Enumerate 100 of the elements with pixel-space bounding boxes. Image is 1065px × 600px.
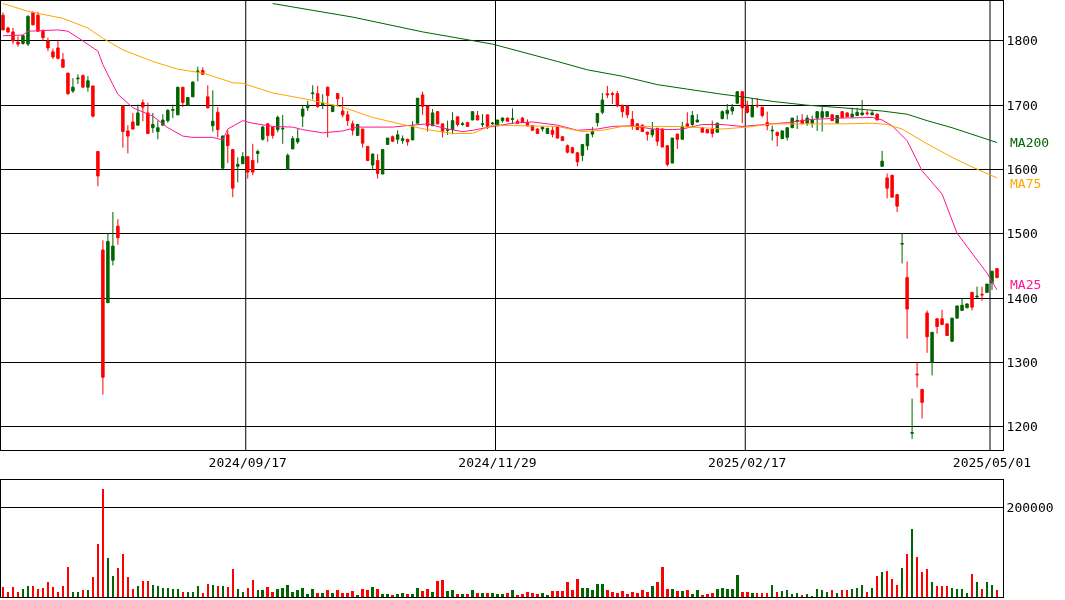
line-series xyxy=(2,29,998,291)
bar xyxy=(706,594,709,597)
candlestick xyxy=(500,116,505,124)
bar xyxy=(951,588,953,597)
bar xyxy=(521,594,524,597)
bar xyxy=(721,588,724,597)
bar xyxy=(526,592,529,597)
bar xyxy=(172,589,174,597)
bar xyxy=(311,589,314,597)
bar xyxy=(881,572,883,597)
bar xyxy=(316,593,319,597)
bar xyxy=(376,589,379,597)
candlestick xyxy=(505,116,510,122)
bar xyxy=(986,582,988,597)
bar xyxy=(301,588,304,597)
bar xyxy=(192,592,194,597)
bar xyxy=(696,590,699,597)
bar xyxy=(681,591,684,597)
bar xyxy=(471,590,474,597)
bar xyxy=(386,594,389,597)
bar xyxy=(381,594,384,597)
bar xyxy=(147,581,149,597)
candlestick xyxy=(480,113,485,128)
bar xyxy=(676,591,679,597)
bar xyxy=(306,594,309,597)
candlestick xyxy=(610,91,615,105)
candlestick xyxy=(985,283,989,293)
bar xyxy=(756,593,758,597)
bar xyxy=(746,592,749,597)
bar xyxy=(751,593,754,597)
candlestick xyxy=(625,105,630,119)
candlestick xyxy=(335,92,340,107)
candlestick xyxy=(510,107,515,125)
bar xyxy=(142,581,144,597)
bar xyxy=(107,558,109,597)
candlestick xyxy=(765,111,769,131)
candlestick xyxy=(675,133,680,150)
bar xyxy=(966,593,968,597)
bar xyxy=(37,589,39,597)
candlestick xyxy=(116,218,120,246)
bar xyxy=(411,594,414,597)
bar xyxy=(641,590,644,597)
bar xyxy=(556,591,559,597)
candlestick xyxy=(770,125,774,142)
bar xyxy=(137,586,139,597)
candlestick xyxy=(870,109,874,116)
x-tick-label: 2024/11/29 xyxy=(458,454,537,470)
candlestick xyxy=(221,134,225,169)
bar xyxy=(257,590,259,597)
bar xyxy=(436,581,439,597)
bar xyxy=(611,592,614,597)
y-tick-label: 1200 xyxy=(1006,419,1038,435)
candlestick xyxy=(310,84,315,100)
bar xyxy=(152,585,154,597)
bar xyxy=(82,590,84,597)
bar xyxy=(956,589,958,597)
candlestick xyxy=(455,116,460,127)
bar xyxy=(796,593,798,597)
bar xyxy=(57,592,59,597)
candlestick xyxy=(615,90,620,108)
bar xyxy=(501,594,504,597)
bar xyxy=(401,593,404,597)
bar xyxy=(691,594,694,597)
series-label: MA25 xyxy=(1010,277,1042,292)
bar xyxy=(571,590,574,597)
bar xyxy=(461,594,464,597)
bar xyxy=(891,579,893,597)
bar xyxy=(531,593,534,597)
bar xyxy=(371,587,374,597)
bar xyxy=(321,593,324,597)
bar xyxy=(766,593,768,597)
bar xyxy=(441,580,444,597)
candlestick xyxy=(196,66,200,82)
candlestick xyxy=(645,131,650,142)
bar xyxy=(716,589,719,597)
bar xyxy=(426,589,429,597)
candlestick xyxy=(71,77,75,94)
candlestick xyxy=(385,137,390,145)
bar xyxy=(481,593,484,597)
bar xyxy=(331,593,334,597)
bar xyxy=(821,590,823,597)
bar xyxy=(781,591,783,597)
bar xyxy=(541,593,544,597)
candlestick xyxy=(400,134,405,145)
bar xyxy=(901,568,903,597)
bar xyxy=(836,593,838,597)
bar xyxy=(2,587,4,597)
bar xyxy=(52,587,54,597)
bar xyxy=(536,594,539,597)
candlestick xyxy=(216,106,220,138)
candlestick xyxy=(101,239,105,396)
bar xyxy=(861,585,863,597)
bar xyxy=(831,590,833,597)
bar xyxy=(826,592,828,597)
bar xyxy=(476,593,479,597)
bar xyxy=(941,586,943,597)
candlestick xyxy=(325,86,330,138)
bar xyxy=(42,588,44,597)
bar xyxy=(87,590,89,597)
candlestick xyxy=(470,111,475,121)
